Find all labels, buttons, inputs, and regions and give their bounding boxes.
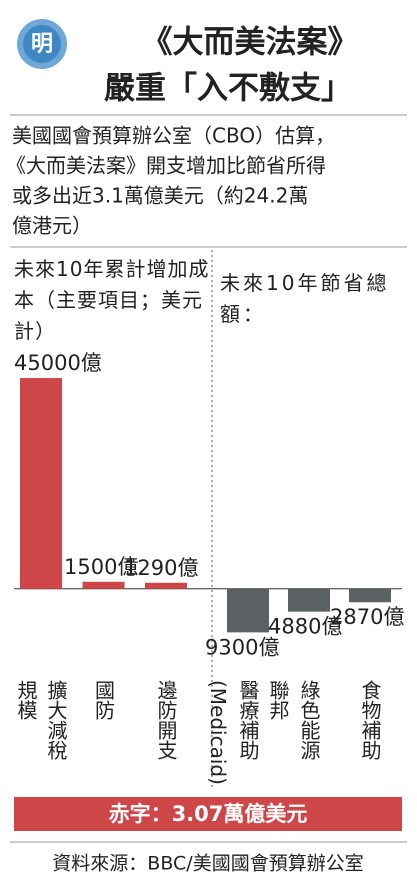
- logo-inner: [23, 25, 61, 63]
- description: 美國國會預算辦公室（CBO）估算，: [12, 124, 335, 148]
- series-header: 未來10年節省總額：: [220, 271, 390, 326]
- bar: [145, 582, 187, 589]
- category-label: 擴大減稅 規模: [14, 680, 68, 760]
- series-header: 未來10年累計增加成本（主要項目；美元計）: [14, 257, 210, 343]
- value-label: 4880億: [268, 615, 342, 639]
- description: 或多出近3.1萬億美元（約24.2萬: [12, 184, 308, 208]
- bar: [349, 588, 391, 603]
- category-label: 食物補助: [358, 680, 382, 760]
- bar: [82, 581, 125, 589]
- source: 資料來源：BBC/美國國會預算辦公室: [52, 853, 363, 875]
- bar: [20, 378, 62, 589]
- value-label: 1290億: [124, 556, 198, 580]
- logo-text: 明: [31, 32, 53, 57]
- description: 《大而美法案》開支增加比節省所得: [6, 154, 326, 178]
- deficit-box: [14, 797, 402, 831]
- value-label: 45000億: [14, 351, 102, 375]
- description: 億港元）: [12, 214, 92, 238]
- value-label: 9300億: [205, 635, 279, 659]
- category-label: 聯邦 醫療補助 (Medicaid): [206, 680, 290, 785]
- value-label: 1500億: [64, 555, 138, 579]
- value-label: 2870億: [330, 605, 404, 629]
- title: 嚴重「入不敷支」: [104, 71, 352, 107]
- deficit: 赤字：3.07萬億美元: [109, 802, 308, 826]
- category-label: 邊防開支: [154, 680, 178, 760]
- category-label: 國防: [91, 680, 116, 720]
- bar: [227, 588, 269, 633]
- title: 《大而美法案》: [142, 25, 359, 61]
- category-label: 綠色能源: [297, 680, 321, 760]
- bar: [288, 588, 330, 612]
